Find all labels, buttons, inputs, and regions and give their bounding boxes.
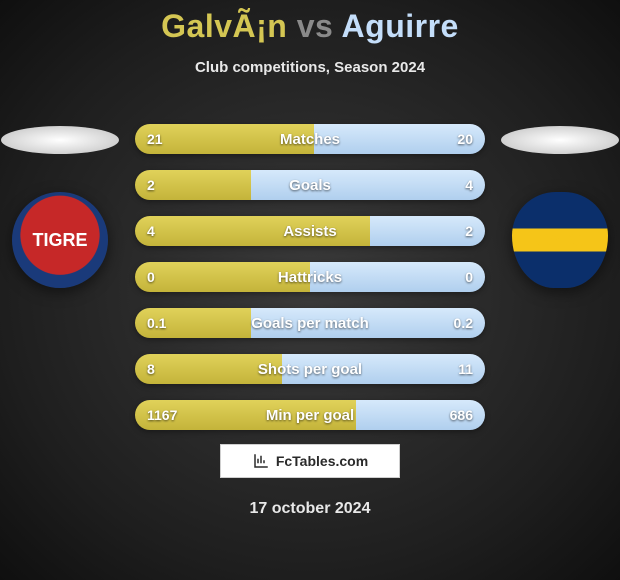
stat-row: 0.10.2Goals per match <box>135 308 485 338</box>
brand-label: FcTables.com <box>276 453 368 469</box>
stat-row: 00Hattricks <box>135 262 485 292</box>
stat-label: Goals per match <box>135 308 485 338</box>
team-right-crest: CABJ <box>512 192 608 288</box>
stat-row: 42Assists <box>135 216 485 246</box>
player2-name: Aguirre <box>342 8 459 44</box>
stat-label: Shots per goal <box>135 354 485 384</box>
team-left-crest: TIGRE <box>12 192 108 288</box>
team-left-crest-label: TIGRE <box>32 230 87 251</box>
stats-container: 2120Matches 24Goals 42Assists 00Hattricks 0.… <box>135 124 485 446</box>
stat-label: Goals <box>135 170 485 200</box>
brand-plate: FcTables.com <box>220 444 400 478</box>
pedestal-plate-right <box>501 126 619 154</box>
player1-name: GalvÃ¡n <box>161 8 287 44</box>
right-badge-group: CABJ <box>500 126 620 288</box>
stat-label: Assists <box>135 216 485 246</box>
stat-label: Min per goal <box>135 400 485 430</box>
date-label: 17 october 2024 <box>0 500 620 518</box>
stat-row: 1167686Min per goal <box>135 400 485 430</box>
vs-text: vs <box>297 8 334 44</box>
stat-row: 2120Matches <box>135 124 485 154</box>
subtitle: Club competitions, Season 2024 <box>0 59 620 76</box>
chart-icon <box>252 452 270 470</box>
pedestal-plate-left <box>1 126 119 154</box>
team-right-crest-label: CABJ <box>535 230 584 251</box>
stat-label: Hattricks <box>135 262 485 292</box>
stat-row: 811Shots per goal <box>135 354 485 384</box>
left-badge-group: TIGRE <box>0 126 120 288</box>
stat-label: Matches <box>135 124 485 154</box>
stat-row: 24Goals <box>135 170 485 200</box>
comparison-title: GalvÃ¡n vs Aguirre <box>0 0 620 45</box>
